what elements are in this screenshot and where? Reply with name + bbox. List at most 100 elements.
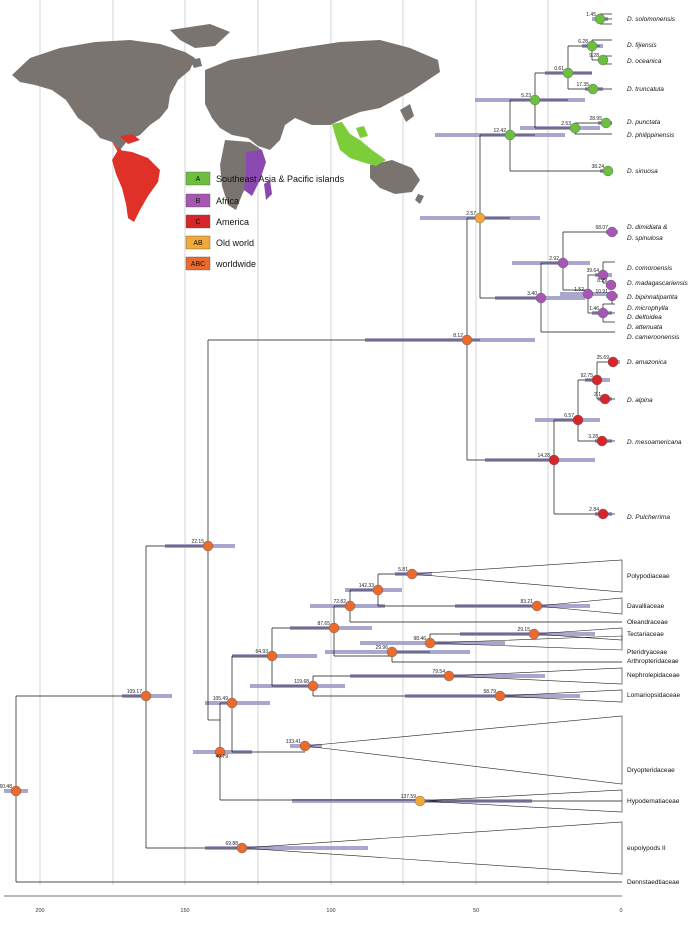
node-state-circle	[10, 785, 22, 797]
node-age-label: 10.91	[595, 289, 608, 295]
node-state-circle	[599, 393, 611, 405]
tip-label: D. alpina	[627, 397, 653, 404]
tip-label: D. Pulcherrima	[627, 514, 670, 521]
family-wedge	[536, 597, 623, 615]
tip-label: D. fijiensis	[627, 42, 657, 49]
world-map	[12, 24, 440, 222]
node-state-circle	[202, 540, 214, 552]
tip-label: D. amazonica	[627, 359, 667, 366]
node-state-circle	[602, 165, 614, 177]
family-wedge	[411, 559, 623, 593]
node-state-circle	[424, 637, 436, 649]
node-age-label: 8.12	[453, 333, 463, 339]
tip-label: D. deltoidea	[627, 314, 662, 321]
family-wedge	[419, 789, 623, 813]
node-age-label: 5.81	[398, 567, 408, 573]
node-age-label: 105.49	[213, 696, 229, 702]
legend-label: America	[216, 217, 249, 227]
legend-key: ABC	[191, 261, 205, 268]
node-state-circle	[344, 600, 356, 612]
legend-key: A	[196, 176, 201, 183]
node-state-circle	[214, 746, 226, 758]
node-age-label: 0.61	[554, 66, 564, 72]
node-state-circle	[226, 697, 238, 709]
node-state-circle	[494, 690, 506, 702]
node-state-circle	[597, 307, 609, 319]
node-age-labels: 1.45 6.28 9.28 0.61 17.35 5.23 28.95 2.53 12.42 3…	[0, 12, 609, 847]
tip-label: D. truncatula	[627, 86, 664, 93]
node-state-circle	[606, 290, 618, 302]
node-state-circle	[597, 269, 609, 281]
tip-label: Lomariopsidaceae	[627, 692, 681, 699]
axis-tick-label: 200	[35, 908, 44, 914]
legend-label: worldwide	[215, 259, 256, 269]
node-age-label: 29.15	[517, 627, 530, 633]
legend-item-a: A Southeast Asia & Pacific islands	[185, 171, 345, 186]
node-age-label: 142.33	[359, 583, 375, 589]
node-state-circle	[597, 508, 609, 520]
node-age-label: 92.75	[580, 373, 593, 379]
node-age-label: 119.68	[294, 679, 309, 685]
node-age-label: 3.28	[588, 434, 598, 440]
node-age-label: 8.29	[597, 278, 607, 284]
node-state-circle	[572, 414, 584, 426]
node-state-circle	[504, 129, 516, 141]
tip-label: D. cameroonensis	[627, 334, 680, 341]
tip-label: Nephrolepidaceae	[627, 672, 680, 679]
family-wedge	[304, 715, 623, 785]
family-wedge	[241, 821, 623, 875]
node-age-label: 160.48	[0, 784, 12, 790]
node-state-circle	[557, 257, 569, 269]
family-wedge	[533, 627, 623, 641]
legend-item-abc: ABC worldwide	[185, 256, 256, 271]
node-age-label: 1.52	[574, 287, 584, 293]
hpd-bar	[292, 799, 532, 803]
legend-item-c: C America	[185, 214, 249, 229]
node-age-label: 2.1	[594, 392, 601, 398]
legend-key: AB	[193, 240, 203, 247]
node-state-circle	[299, 740, 311, 752]
node-age-label: 79.54	[432, 669, 445, 675]
node-age-label: 25.69	[596, 355, 609, 361]
tip-label: Pteridryaceae	[627, 649, 667, 656]
node-state-circle	[443, 670, 455, 682]
family-wedges	[241, 559, 623, 875]
node-age-label: 133.41	[286, 739, 302, 745]
ancestral-state-nodes	[10, 13, 619, 854]
node-state-circle	[414, 795, 426, 807]
legend-item-b: B Africa	[185, 193, 239, 208]
node-state-circle	[582, 288, 594, 300]
tip-label: Dryopteridaceae	[627, 767, 675, 774]
node-state-circle	[606, 226, 618, 238]
tip-label: Polypodiaceae	[627, 573, 670, 580]
node-age-label: 137.59	[401, 794, 417, 800]
tip-label: D. bipinnatipartita	[627, 294, 678, 301]
node-state-circle	[386, 646, 398, 658]
node-state-circle	[528, 628, 540, 640]
tip-label: Oleandraceae	[627, 619, 668, 626]
node-age-label: 29.96	[375, 645, 388, 651]
legend-item-ab: AB Old world	[185, 235, 254, 250]
node-state-circle	[569, 122, 581, 134]
legend-key: B	[196, 198, 201, 205]
family-wedge	[499, 689, 623, 703]
legend-label: Southeast Asia & Pacific islands	[216, 174, 345, 184]
tip-label: D. attenuata	[627, 324, 663, 331]
tree-branches	[15, 13, 622, 883]
node-age-label: 2.84	[589, 507, 599, 513]
node-state-circle	[529, 94, 541, 106]
node-age-label: 2.92	[549, 256, 559, 262]
tip-label: D. microphylla	[627, 305, 669, 312]
node-age-label: 38.24	[591, 164, 604, 170]
node-age-label: 1.46	[589, 306, 599, 312]
tip-label: D. mesoamericana	[627, 439, 682, 446]
node-state-circle	[548, 454, 560, 466]
node-state-circle	[531, 600, 543, 612]
node-age-label: 17.35	[576, 82, 589, 88]
node-age-label: 14.28	[537, 453, 550, 459]
node-age-label: 64.93	[255, 649, 268, 655]
node-state-circle	[266, 650, 278, 662]
tip-label: Hypodematiaceae	[627, 798, 680, 805]
node-state-circle	[372, 584, 384, 596]
